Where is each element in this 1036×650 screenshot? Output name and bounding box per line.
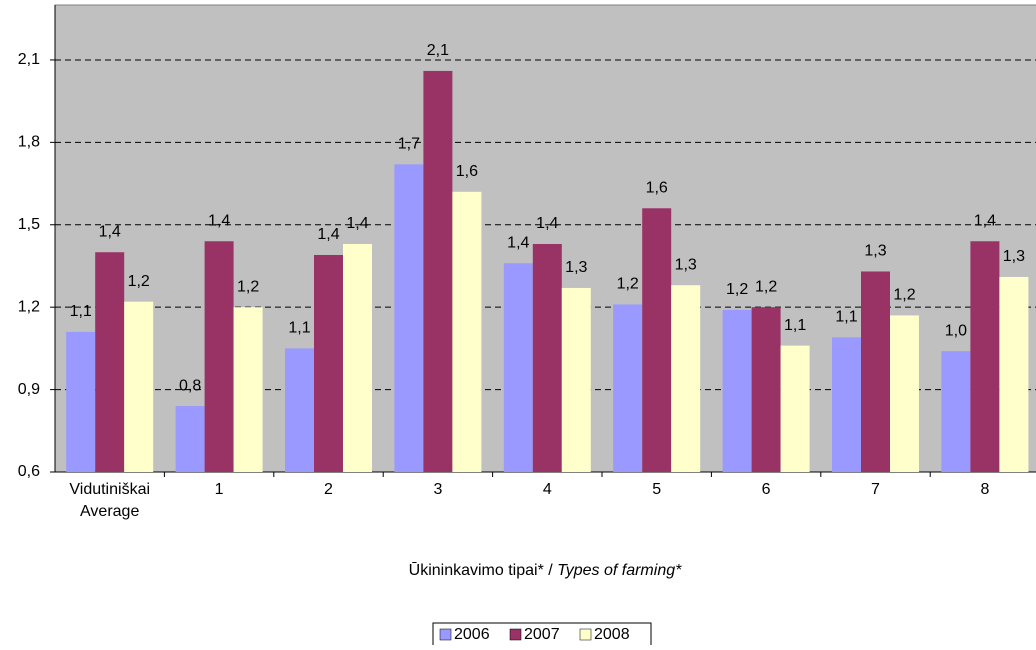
y-tick-label: 1,8 [18,134,40,151]
bar [423,70,453,472]
legend-swatch [579,628,592,641]
bar [532,243,562,472]
bar [314,254,343,472]
bar [95,252,125,472]
value-label: 1,1 [835,309,857,326]
x-tick-label: 7 [871,481,880,498]
bar [722,309,752,472]
value-label: 1,3 [1003,248,1025,265]
x-tick-label: 8 [980,481,989,498]
bar [941,351,971,472]
value-label: 1,2 [893,287,915,304]
value-label: 1,2 [128,273,150,290]
y-tick-label: 0,6 [18,463,40,480]
y-tick-label: 1,2 [18,298,40,315]
bar [561,287,591,472]
x-tick-label: Average [80,503,139,520]
value-label: 1,6 [456,163,478,180]
x-tick-label: 5 [652,481,661,498]
bar [890,315,919,472]
value-label: 1,4 [317,226,339,243]
x-tick-label: 3 [433,481,442,498]
bar [124,301,154,472]
x-label-part: Ūkininkavimo tipai* / [409,561,558,579]
bar [671,285,701,472]
value-label: 1,4 [974,212,996,229]
value-label: 1,3 [675,256,697,273]
legend-swatch [509,628,522,641]
x-tick-label: 6 [762,481,771,498]
value-label: 1,1 [288,320,310,337]
x-label-part: Types of farming* [557,562,682,579]
bar [204,241,234,472]
value-label: 0,8 [179,377,201,394]
x-tick-label: 2 [324,481,333,498]
x-tick-label: 1 [215,481,224,498]
bar [780,345,810,472]
bar [66,331,96,472]
value-label: 1,2 [726,281,748,298]
x-tick-label: 4 [543,481,552,498]
value-label: 1,3 [864,243,886,260]
value-label: 1,4 [208,212,230,229]
value-label: 2,1 [427,42,449,59]
bar [861,271,890,472]
value-label: 1,2 [237,278,259,295]
bar [233,307,263,472]
value-label: 1,1 [784,317,806,334]
bar [343,243,372,472]
y-tick-label: 2,1 [18,51,40,68]
x-tick-label: Vidutiniškai [69,481,150,498]
bar [970,241,1000,472]
bar [642,208,672,472]
value-label: 1,0 [945,322,967,339]
value-label: 1,4 [536,215,558,232]
value-label: 1,4 [346,215,368,232]
value-label: 1,2 [755,278,777,295]
bar [751,307,781,472]
value-label: 1,6 [646,180,668,197]
legend-label: 2007 [524,626,560,643]
y-tick-label: 0,9 [18,381,40,398]
value-label: 1,1 [70,303,92,320]
bar [452,191,482,473]
x-axis-label: Ūkininkavimo tipai* / Types of farming* [409,561,682,579]
value-label: 1,4 [507,234,529,251]
bar [613,304,643,472]
value-label: 1,2 [617,276,639,293]
bar [285,348,314,472]
bar [394,164,424,472]
bar [175,406,205,472]
legend-label: 2008 [594,626,630,643]
legend-label: 2006 [454,626,490,643]
bar [999,276,1029,472]
value-label: 1,7 [398,136,420,153]
y-tick-label: 1,5 [18,216,40,233]
legend-swatch [439,628,452,641]
value-label: 1,4 [99,223,121,240]
legend-box [432,622,652,648]
bar [503,263,533,472]
bar [832,337,861,472]
value-label: 1,3 [565,259,587,276]
